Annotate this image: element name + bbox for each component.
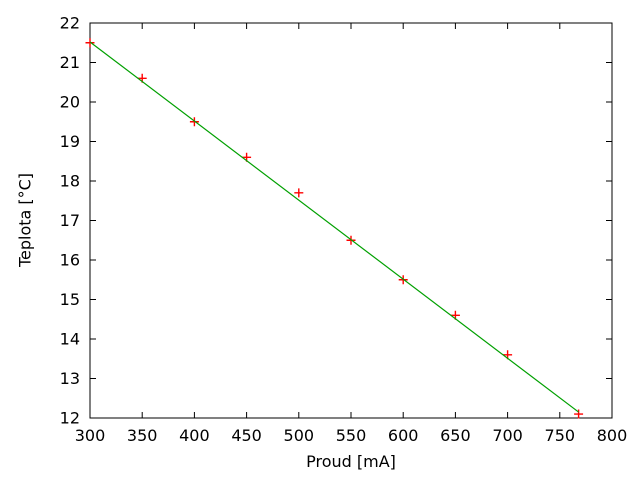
data-point-marker bbox=[574, 409, 584, 419]
y-tick-label: 21 bbox=[60, 53, 80, 72]
x-tick-label: 650 bbox=[440, 426, 471, 445]
x-tick-label: 500 bbox=[284, 426, 315, 445]
y-tick-label: 14 bbox=[60, 330, 80, 349]
y-tick-label: 17 bbox=[60, 211, 80, 230]
y-tick-label: 18 bbox=[60, 172, 80, 191]
x-tick-label: 450 bbox=[231, 426, 262, 445]
x-tick-label: 400 bbox=[179, 426, 210, 445]
data-point-marker bbox=[85, 38, 95, 48]
y-tick-label: 20 bbox=[60, 93, 80, 112]
x-tick-label: 600 bbox=[388, 426, 419, 445]
y-tick-label: 12 bbox=[60, 409, 80, 428]
y-tick-label: 13 bbox=[60, 369, 80, 388]
x-tick-label: 700 bbox=[492, 426, 523, 445]
x-tick-label: 350 bbox=[127, 426, 158, 445]
x-tick-label: 750 bbox=[545, 426, 576, 445]
plot-border bbox=[89, 22, 613, 419]
y-tick-label: 22 bbox=[60, 14, 80, 33]
linear-fit-line bbox=[89, 41, 579, 413]
x-tick-label: 800 bbox=[597, 426, 628, 445]
x-tick-label: 550 bbox=[336, 426, 367, 445]
x-axis-title: Proud [mA] bbox=[306, 452, 396, 471]
y-axis-title: Teplota [°C] bbox=[15, 172, 35, 268]
x-tick-label: 300 bbox=[75, 426, 106, 445]
data-point-marker bbox=[294, 188, 304, 198]
y-tick-label: 15 bbox=[60, 290, 80, 309]
y-tick-label: 19 bbox=[60, 132, 80, 151]
y-tick-label: 16 bbox=[60, 251, 80, 270]
